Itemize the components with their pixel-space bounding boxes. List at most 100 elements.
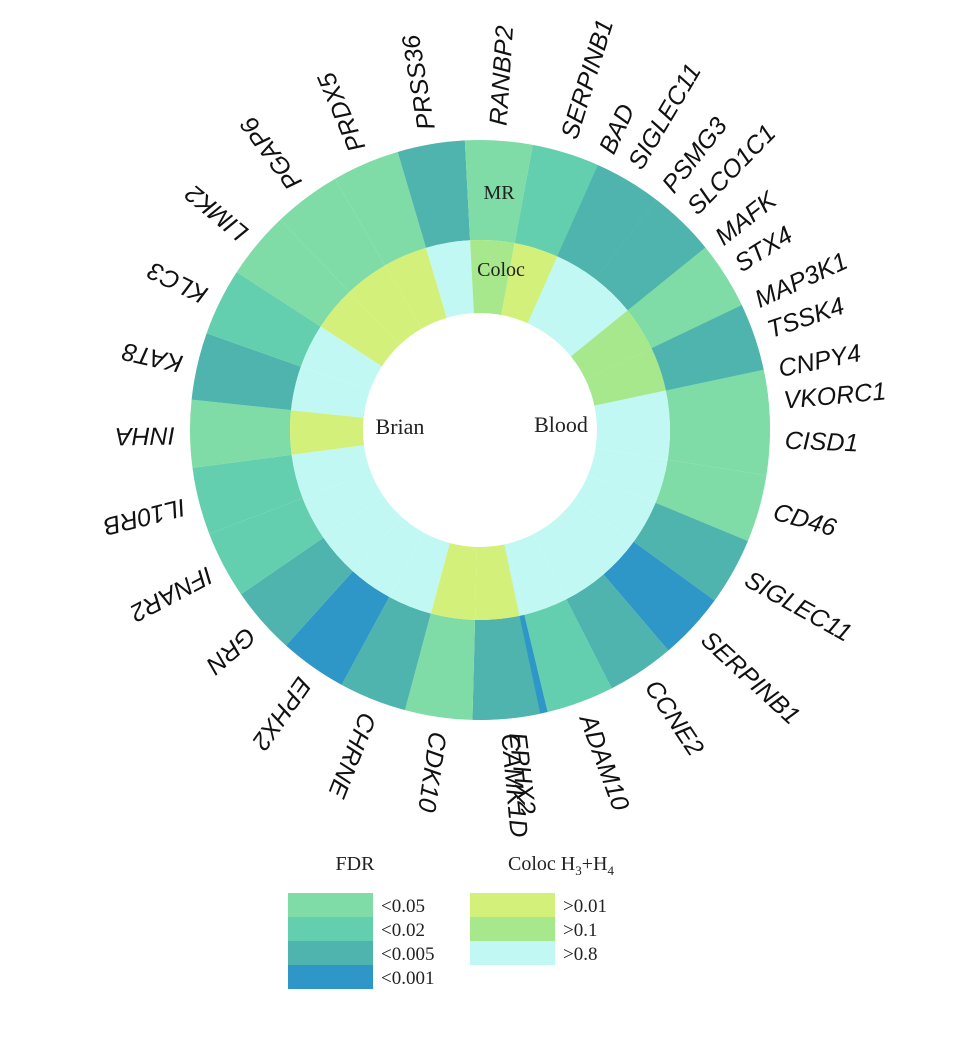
- legend-coloc-label-2: >0.8: [563, 944, 597, 965]
- gene-label-brian-prss36: PRSS36: [397, 33, 441, 132]
- legend-fdr-swatch-0: [288, 893, 373, 917]
- ring-label-coloc: Coloc: [477, 259, 525, 281]
- coloc-cell-brian-camk1d: [475, 544, 520, 620]
- gene-label-blood-cd46: CD46: [770, 498, 839, 542]
- gene-label-brian-ranbp2: RANBP2: [485, 25, 519, 127]
- mr-cell-blood-siglec11: [633, 502, 748, 601]
- legend-title-coloc-sub-3: 3: [575, 863, 582, 878]
- mr-cell-brian-serpinb1: [514, 144, 598, 257]
- coloc-cell-brian-pgap6: [349, 265, 422, 346]
- coloc-cell-blood-cd46: [588, 448, 668, 503]
- ring-label-mr: MR: [483, 182, 515, 204]
- mr-cell-brian-siglec11: [557, 165, 657, 280]
- coloc-cell-brian-il10rb: [291, 445, 371, 499]
- mr-cell-brian-ephx2: [285, 571, 390, 685]
- mr-cell-blood-adam10: [524, 599, 612, 712]
- coloc-cell-brian-klc3: [300, 326, 382, 391]
- gene-label-blood-cnpy4: CNPY4: [776, 339, 863, 383]
- legend-coloc-swatch-1: [470, 917, 555, 941]
- mr-cell-brian-ranbp2: [464, 139, 533, 244]
- mr-cell-brian-vkorc1: [665, 369, 771, 438]
- gene-label-blood-ccne2: CCNE2: [639, 675, 709, 761]
- legend-title-coloc: Coloc H3+H4: [508, 853, 614, 878]
- mr-cell-blood-ccne2: [566, 574, 669, 689]
- gene-label-brian-ifnar2: IFNAR2: [125, 561, 217, 627]
- coloc-cell-brian-stx4: [570, 310, 652, 380]
- mr-cell-brian-cdk10: [404, 613, 476, 720]
- legend-title-fdr: FDR: [336, 853, 376, 875]
- coloc-cell-brian-ranbp2: [470, 240, 515, 315]
- coloc-cell-brian-ephx2: [352, 516, 425, 597]
- mr-cell-blood-serpinb1: [603, 541, 715, 651]
- coloc-cell-blood-ccne2: [533, 518, 604, 600]
- mr-cell-brian-ifnar2: [209, 498, 324, 595]
- heatmap-segments: [189, 139, 771, 720]
- gene-label-blood-serpinb1: SERPINB1: [695, 626, 805, 731]
- legend-fdr-label-1: <0.02: [381, 920, 425, 941]
- legend: FDR Coloc H3+H4 <0.05 <0.02 <0.005 <0.001 >…: [288, 853, 614, 989]
- gene-label-brian-cdk10: CDK10: [412, 730, 451, 814]
- mr-cell-brian-prdx5: [335, 151, 427, 266]
- coloc-cell-brian-grn: [323, 496, 402, 572]
- legend-title-coloc-main: Coloc H: [508, 853, 575, 875]
- gene-label-brian-pgap6: PGAP6: [235, 111, 307, 195]
- gene-label-brian-prdx5: PRDX5: [313, 68, 372, 156]
- coloc-cell-brian-chrne: [389, 532, 450, 614]
- gene-label-brian-ephx2: EPHX2: [246, 672, 316, 755]
- coloc-cell-brian-tssk4: [585, 348, 666, 406]
- legend-coloc-label-1: >0.1: [563, 920, 597, 941]
- gene-label-brian-vkorc1: VKORC1: [782, 377, 887, 414]
- mr-cell-brian-pgap6: [280, 178, 385, 293]
- mr-cell-brian-inha: [189, 399, 292, 468]
- mr-cell-brian-tssk4: [651, 305, 764, 391]
- legend-coloc-swatch-0: [470, 893, 555, 917]
- coloc-cell-brian-prdx5: [385, 247, 447, 329]
- gene-label-brian-klc3: KLC3: [143, 256, 212, 309]
- legend-title-coloc-sub-4: 4: [607, 863, 614, 878]
- coloc-cell-blood-siglec11: [574, 474, 656, 542]
- legend-title-coloc-plus: +H: [582, 853, 608, 875]
- group-label-brian: Brian: [376, 414, 425, 439]
- legend-fdr: <0.05 <0.02 <0.005 <0.001: [288, 893, 434, 989]
- mr-cell-brian-camk1d: [472, 615, 541, 720]
- legend-fdr-swatch-2: [288, 941, 373, 965]
- coloc-cell-brian-inha: [290, 410, 365, 455]
- coloc-cell-brian-slco1c1: [551, 279, 628, 357]
- mr-cell-brian-limk2: [236, 219, 350, 327]
- gene-label-blood-siglec11: SIGLEC11: [740, 566, 856, 648]
- legend-coloc: >0.01 >0.1 >0.8: [470, 893, 607, 965]
- mr-cell-brian-stx4: [627, 247, 742, 349]
- gene-label-blood-cisd1: CISD1: [784, 427, 859, 458]
- mr-cell-blood-cd46: [655, 459, 767, 541]
- gene-label-brian-grn: GRN: [200, 622, 261, 680]
- legend-fdr-label-0: <0.05: [381, 896, 425, 917]
- legend-fdr-label-2: <0.005: [381, 944, 434, 965]
- legend-coloc-label-0: >0.01: [563, 896, 607, 917]
- coloc-cell-brian-ifnar2: [302, 471, 384, 538]
- coloc-cell-brian-prss36: [426, 240, 474, 318]
- gene-label-brian-inha: INHA: [115, 421, 175, 450]
- mr-cell-brian-slco1c1: [595, 199, 706, 311]
- mr-cell-brian-prss36: [397, 140, 471, 248]
- gene-label-brian-kat8: KAT8: [120, 337, 185, 378]
- coloc-cell-brian-kat8: [291, 366, 370, 418]
- mr-cell-brian-grn: [241, 537, 353, 646]
- gene-label-blood-adam10: ADAM10: [573, 709, 635, 815]
- coloc-cell-blood-serpinb1: [555, 498, 634, 575]
- coloc-cell-brian-vkorc1: [594, 390, 670, 435]
- legend-fdr-swatch-3: [288, 965, 373, 989]
- legend-coloc-swatch-2: [470, 941, 555, 965]
- mr-cell-brian-chrne: [341, 596, 431, 711]
- gene-label-brian-limk2: LIMK2: [180, 179, 254, 247]
- coloc-cell-brian-serpinb1: [501, 243, 558, 324]
- mr-cell-brian-kat8: [191, 333, 301, 411]
- group-label-blood: Blood: [534, 412, 588, 437]
- coloc-cell-blood-adam10: [507, 534, 567, 615]
- coloc-cell-brian-limk2: [320, 292, 400, 367]
- gene-label-brian-chrne: CHRNE: [322, 709, 381, 802]
- coloc-cell-brian-siglec11: [527, 256, 596, 338]
- mr-cell-brian-il10rb: [192, 454, 303, 534]
- mr-cell-brian-klc3: [206, 272, 321, 367]
- legend-fdr-label-3: <0.001: [381, 968, 434, 989]
